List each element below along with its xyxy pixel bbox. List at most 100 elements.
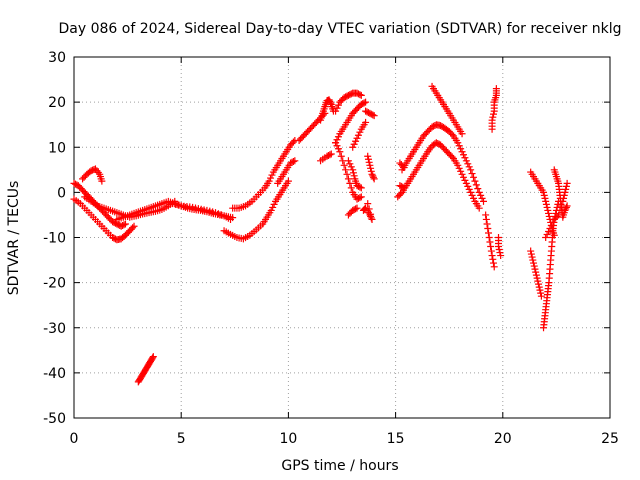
data-point xyxy=(342,166,350,174)
data-point xyxy=(326,97,334,105)
data-point xyxy=(364,200,372,208)
data-point xyxy=(495,243,503,251)
data-point xyxy=(482,215,490,223)
y-tick-label: 0 xyxy=(57,185,66,201)
data-point xyxy=(532,268,540,276)
data-point xyxy=(467,166,475,174)
data-point xyxy=(464,160,472,168)
data-point xyxy=(555,211,563,219)
data-point xyxy=(543,203,551,211)
data-point xyxy=(485,229,493,237)
series-arc15 xyxy=(317,150,335,165)
data-point xyxy=(269,203,277,211)
data-point xyxy=(455,142,463,150)
data-point xyxy=(530,262,538,270)
data-point xyxy=(366,211,374,219)
data-point xyxy=(458,130,466,138)
data-point xyxy=(365,158,373,166)
x-tick-label: 15 xyxy=(387,431,405,447)
data-point xyxy=(337,152,345,160)
data-point xyxy=(399,183,407,191)
data-point xyxy=(354,131,362,139)
series-arc31 xyxy=(527,247,545,300)
series-arc20 xyxy=(359,200,376,223)
data-point xyxy=(528,253,536,261)
data-point xyxy=(461,154,469,162)
series-arc14 xyxy=(332,98,370,147)
data-point xyxy=(344,157,352,165)
data-point xyxy=(347,184,355,192)
data-point xyxy=(542,200,550,208)
series-arc9 xyxy=(229,136,299,212)
data-point xyxy=(475,204,483,212)
data-point xyxy=(357,193,365,201)
data-point xyxy=(291,157,299,165)
data-point xyxy=(541,194,549,202)
data-point xyxy=(368,170,376,178)
series-arc16 xyxy=(332,139,365,203)
data-point xyxy=(482,211,490,219)
data-point xyxy=(527,250,535,258)
series-arc28 xyxy=(482,211,498,271)
data-point xyxy=(556,206,564,214)
data-point xyxy=(495,246,503,254)
data-point xyxy=(490,110,498,118)
data-point xyxy=(333,104,341,112)
data-point xyxy=(545,212,553,220)
data-point xyxy=(448,153,456,161)
data-point xyxy=(490,263,498,271)
data-point xyxy=(535,283,543,291)
chart-title: Day 086 of 2024, Sidereal Day-to-day VTE… xyxy=(59,21,622,37)
y-tick-label: 20 xyxy=(48,95,66,111)
series-arc21 xyxy=(364,152,378,183)
data-point xyxy=(350,140,358,148)
data-point xyxy=(455,164,463,172)
data-point xyxy=(468,191,476,199)
data-point xyxy=(370,175,378,183)
data-point xyxy=(346,160,354,168)
data-point xyxy=(474,185,482,193)
series-arc7 xyxy=(134,353,157,386)
data-point xyxy=(478,194,486,202)
series-arc10 xyxy=(274,157,299,187)
data-point xyxy=(149,353,157,361)
series-arc3 xyxy=(79,165,106,185)
data-point xyxy=(489,113,497,121)
data-point xyxy=(529,256,537,264)
data-point xyxy=(469,173,477,181)
data-point xyxy=(562,185,570,193)
data-point xyxy=(325,96,333,104)
data-point xyxy=(267,174,275,182)
data-point xyxy=(400,184,408,192)
data-point xyxy=(562,205,570,213)
data-point xyxy=(362,118,370,126)
data-point xyxy=(467,188,475,196)
data-point xyxy=(546,224,554,232)
y-tick-label: -20 xyxy=(43,276,66,292)
data-point xyxy=(130,222,138,230)
data-point xyxy=(349,143,357,151)
data-point xyxy=(284,177,292,185)
data-point xyxy=(332,107,340,115)
data-point xyxy=(356,183,364,191)
data-point xyxy=(462,157,470,165)
data-point xyxy=(454,161,462,169)
data-point xyxy=(534,277,542,285)
series-arc35 xyxy=(542,179,571,241)
data-point xyxy=(462,179,470,187)
data-point xyxy=(485,234,493,241)
data-point xyxy=(343,170,351,178)
data-point xyxy=(334,133,342,141)
data-point xyxy=(458,170,466,178)
data-point xyxy=(469,194,477,202)
data-point xyxy=(333,142,341,150)
y-tick-label: 30 xyxy=(48,50,66,66)
data-point xyxy=(268,171,276,179)
data-point xyxy=(349,169,357,177)
data-point xyxy=(356,194,364,202)
data-point xyxy=(540,191,548,199)
data-point xyxy=(365,205,373,213)
data-point xyxy=(483,220,491,228)
series-arc2 xyxy=(70,195,138,244)
series-arc27 xyxy=(396,182,408,192)
